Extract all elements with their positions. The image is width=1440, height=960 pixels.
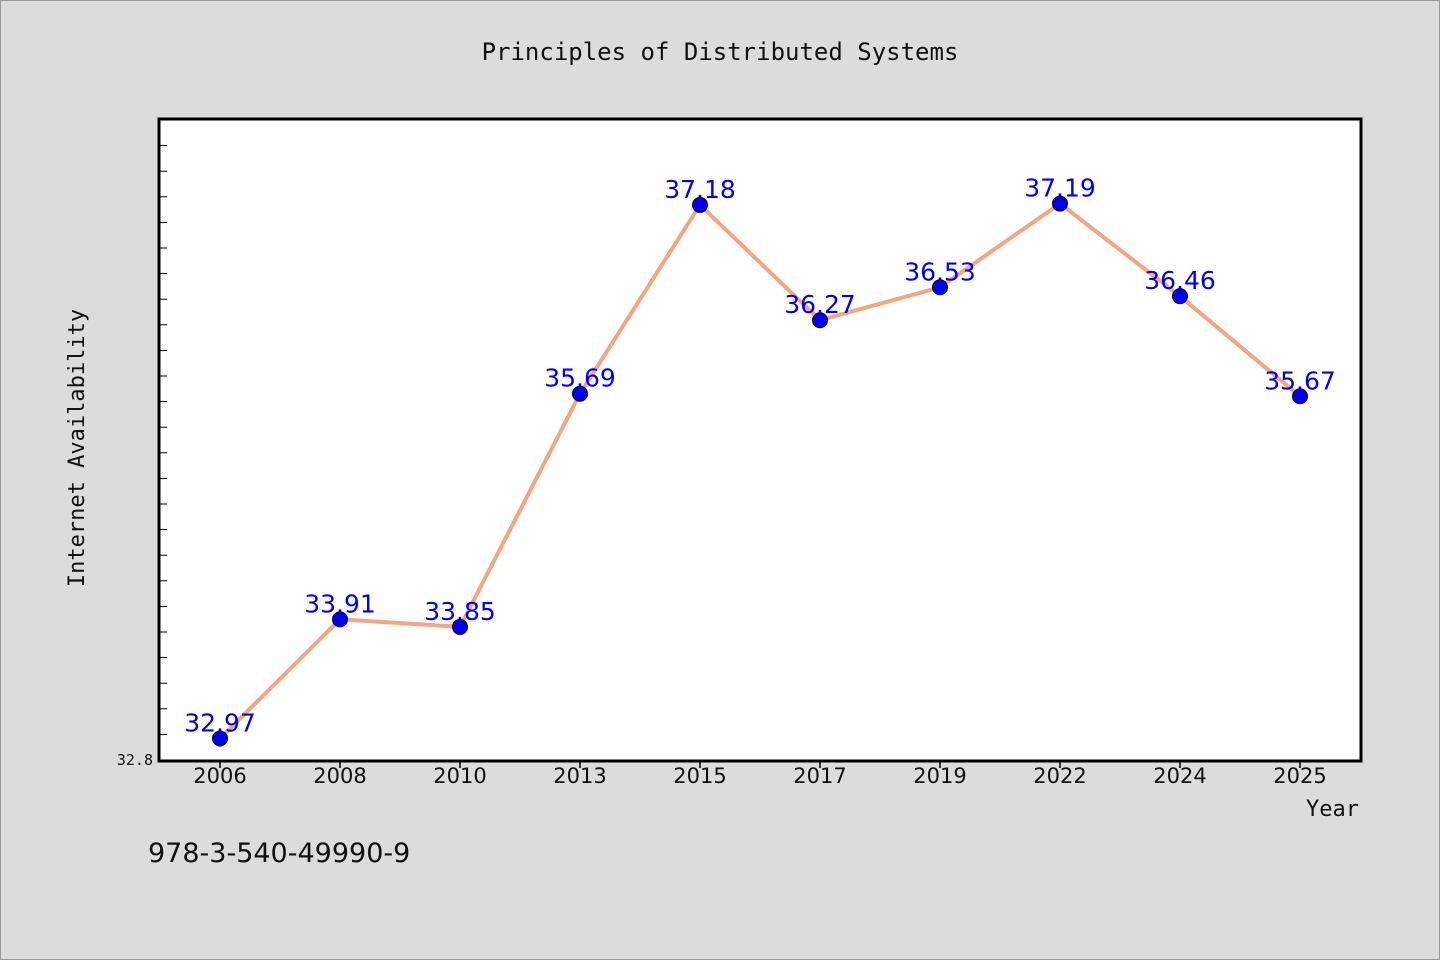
data-point-marker — [572, 385, 588, 402]
data-label: 35.69 — [544, 364, 616, 393]
chart-title: Principles of Distributed Systems — [482, 38, 959, 66]
x-tick-label: 2017 — [793, 764, 846, 788]
data-point-marker — [1292, 388, 1308, 405]
x-axis-label: Year — [1306, 797, 1359, 822]
data-point-marker — [932, 279, 948, 296]
plot-area — [157, 117, 1363, 763]
data-label: 36.27 — [784, 290, 856, 319]
x-tick-label: 2008 — [313, 764, 366, 788]
data-point-marker — [212, 730, 228, 747]
x-axis-ticks — [219, 760, 1301, 768]
data-point-marker — [692, 196, 708, 213]
data-label: 36.53 — [904, 257, 976, 286]
x-tick-label: 2019 — [913, 764, 966, 788]
data-point-markers — [212, 195, 1308, 747]
data-label: 33.85 — [424, 597, 496, 626]
x-tick-label: 2013 — [553, 764, 606, 788]
data-label: 37.19 — [1024, 174, 1096, 203]
series-line — [218, 201, 1302, 741]
data-label: 32.97 — [184, 708, 256, 737]
x-tick-label: 2024 — [1153, 764, 1206, 788]
x-tick-label: 2015 — [673, 764, 726, 788]
data-point-marker — [1172, 288, 1188, 305]
x-tick-label: 2025 — [1273, 764, 1326, 788]
data-label: 33.91 — [304, 589, 376, 618]
x-tick-label: 2006 — [193, 764, 246, 788]
data-label: 35.67 — [1264, 366, 1336, 395]
x-tick-label: 2010 — [433, 764, 486, 788]
y-tick-label: 32.8 — [117, 751, 153, 769]
x-axis-tick-labels: 2006 2008 2010 2013 2015 2017 2019 2022 2024 2025 — [193, 764, 1326, 788]
y-axis-label: Internet Availability — [65, 309, 90, 587]
data-label: 37.18 — [664, 175, 736, 204]
y-axis-ticks — [160, 145, 167, 735]
data-point-marker — [452, 618, 468, 635]
y-axis-tick-labels: 32.8 — [117, 751, 153, 769]
data-point-marker — [1052, 195, 1068, 212]
data-point-marker — [332, 611, 348, 628]
data-labels: 32.97 33.91 33.85 35.69 37.18 36.27 36.53 37.19… — [184, 174, 1336, 738]
isbn-label: 978-3-540-49990-9 — [148, 838, 410, 869]
data-label: 36.46 — [1144, 266, 1216, 295]
x-tick-label: 2022 — [1033, 764, 1086, 788]
data-point-marker — [812, 312, 828, 329]
